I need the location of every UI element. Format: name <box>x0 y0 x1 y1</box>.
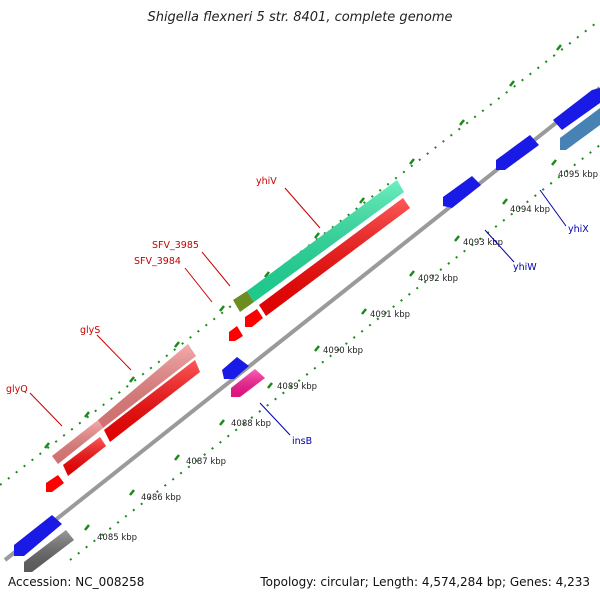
gene-yhiW[interactable] <box>496 135 539 170</box>
gene-blue-4093[interactable] <box>443 176 481 208</box>
gene-red-small-left[interactable] <box>46 475 64 492</box>
gene-labels: yhiV SFV_3985 SFV_3984 glyS glyQ insB yh… <box>6 176 589 447</box>
gene-label-glyQ[interactable]: glyQ <box>6 384 28 395</box>
gene-label-yhiX[interactable]: yhiX <box>568 224 589 235</box>
tick-label: 4086 kbp <box>141 493 181 503</box>
inner-dotted-track <box>69 144 600 561</box>
gene-SFV_3984[interactable] <box>245 309 263 327</box>
tick-label: 4090 kbp <box>323 346 363 356</box>
accession-text: Accession: NC_008258 <box>8 575 145 589</box>
gene-label-SFV_3984[interactable]: SFV_3984 <box>134 256 181 267</box>
reverse-strand-genes <box>14 88 600 572</box>
gene-blue-4088[interactable] <box>222 357 249 379</box>
tick-label: 4093 kbp <box>463 238 503 248</box>
inner-major-ticks <box>84 159 557 531</box>
gene-blue-bottom-left[interactable] <box>14 515 62 556</box>
topology-text: Topology: circular; Length: 4,574,284 bp… <box>260 575 590 589</box>
gene-yhiX[interactable] <box>560 108 600 150</box>
tick-label: 4088 kbp <box>231 419 271 429</box>
tick-label: 4092 kbp <box>418 274 458 284</box>
gene-blue-top-right[interactable] <box>553 88 600 130</box>
tick-label: 4089 kbp <box>277 382 317 392</box>
tick-label: 4094 kbp <box>510 205 550 215</box>
label-leader-lines <box>29 187 567 436</box>
gene-label-insB[interactable]: insB <box>292 436 312 447</box>
tick-label: 4091 kbp <box>370 310 410 320</box>
gene-red-small-center[interactable] <box>229 326 243 341</box>
tick-label: 4085 kbp <box>97 533 137 543</box>
scale-tick-labels: 4085 kbp 4086 kbp 4087 kbp 4088 kbp 4089… <box>97 170 598 543</box>
gene-label-yhiV[interactable]: yhiV <box>256 176 277 187</box>
gene-label-SFV_3985[interactable]: SFV_3985 <box>152 240 199 251</box>
tick-label: 4095 kbp <box>558 170 598 180</box>
outer-major-ticks <box>44 44 562 449</box>
tick-label: 4087 kbp <box>186 457 226 467</box>
gene-label-glyS[interactable]: glyS <box>80 325 100 336</box>
gene-SFV_3985[interactable] <box>233 291 254 312</box>
map-title: Shigella flexneri 5 str. 8401, complete … <box>147 10 453 25</box>
forward-strand-genes <box>46 180 410 492</box>
gene-label-yhiW[interactable]: yhiW <box>513 262 537 273</box>
